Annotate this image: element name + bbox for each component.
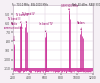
Text: Fc: 700.0 MHz  BW:1000 MHz: Fc: 700.0 MHz BW:1000 MHz	[12, 3, 48, 7]
Text: GSM 900 MHz: GSM 900 MHz	[61, 4, 78, 10]
Text: TV band IV: TV band IV	[15, 13, 28, 23]
Text: TV band III
Radio
communication: TV band III Radio communication	[4, 17, 24, 41]
Text: TV band IV: TV band IV	[21, 12, 35, 23]
Text: Ref:-40 dBm  RBW:300kHz: Ref:-40 dBm RBW:300kHz	[72, 3, 100, 7]
Text: Radars: Radars	[77, 21, 86, 30]
Text: In-band TV: In-band TV	[39, 22, 53, 32]
